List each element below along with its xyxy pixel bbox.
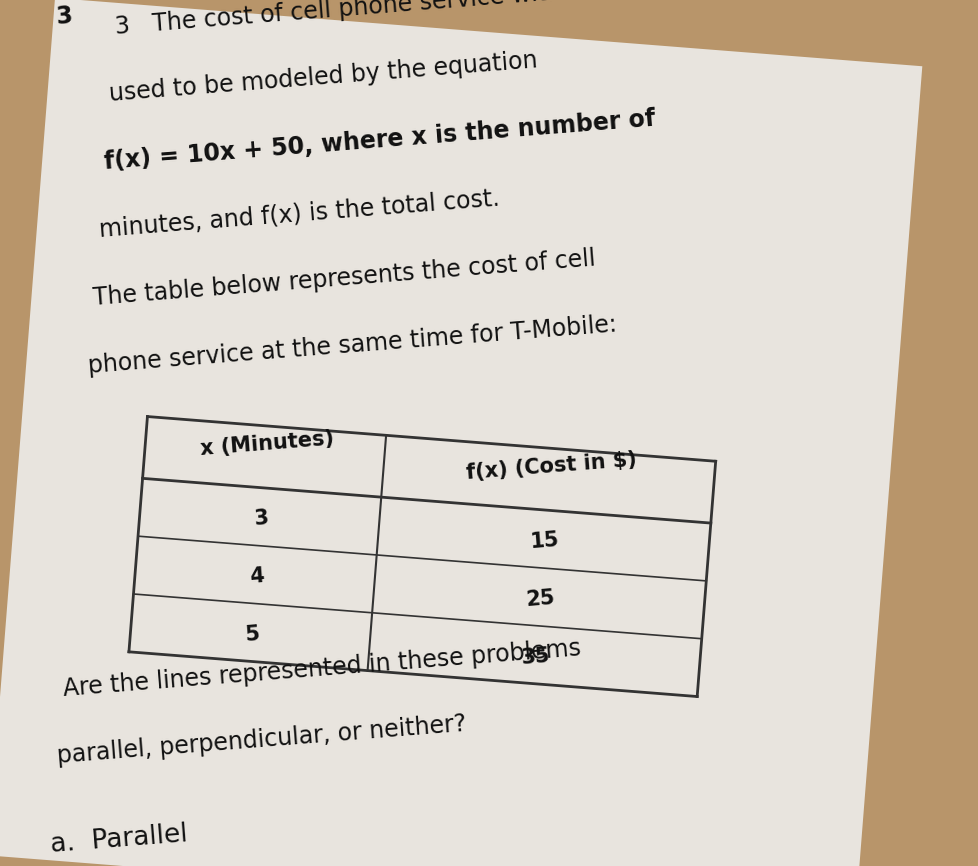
Text: 3: 3 xyxy=(252,508,269,529)
Text: parallel, perpendicular, or neither?: parallel, perpendicular, or neither? xyxy=(57,712,467,768)
Text: The table below represents the cost of cell: The table below represents the cost of c… xyxy=(93,246,597,310)
Polygon shape xyxy=(0,0,921,866)
Text: 25: 25 xyxy=(525,588,556,610)
Text: 4: 4 xyxy=(248,566,264,587)
Text: 3: 3 xyxy=(55,3,72,29)
Text: used to be modeled by the equation: used to be modeled by the equation xyxy=(109,48,538,107)
Text: x (Minutes): x (Minutes) xyxy=(200,429,334,459)
Text: f(x) (Cost in $): f(x) (Cost in $) xyxy=(465,449,637,483)
Text: 35: 35 xyxy=(520,645,551,668)
Text: Are the lines represented in these problems: Are the lines represented in these probl… xyxy=(62,636,581,701)
Text: phone service at the same time for T-Mobile:: phone service at the same time for T-Mob… xyxy=(87,312,617,378)
Text: minutes, and f(x) is the total cost.: minutes, and f(x) is the total cost. xyxy=(98,186,500,242)
Text: a.  Parallel: a. Parallel xyxy=(50,821,189,858)
Text: 15: 15 xyxy=(529,530,559,553)
Text: 5: 5 xyxy=(244,624,260,645)
Text: f(x) = 10x + 50, where x is the number of: f(x) = 10x + 50, where x is the number o… xyxy=(103,107,655,174)
Text: 3   The cost of cell phone service with Verizon: 3 The cost of cell phone service with Ve… xyxy=(113,0,656,39)
